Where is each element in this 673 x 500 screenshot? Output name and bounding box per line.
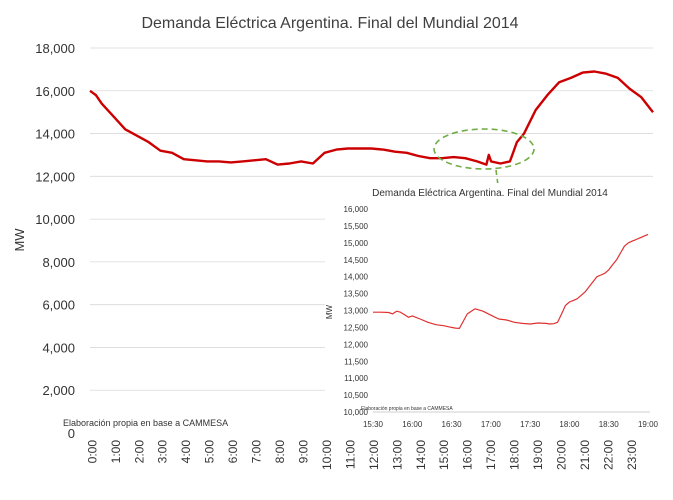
inset-x-tick-label: 15:30 [363, 420, 384, 429]
main-y-tick-label: 10,000 [35, 212, 75, 227]
main-x-tick-label: 4:00 [179, 440, 193, 464]
main-x-tick-label: 12:00 [367, 440, 381, 470]
inset-y-tick-label: 10,000 [344, 408, 369, 417]
inset-demand-line [373, 233, 649, 329]
main-y-tick-label: 0 [68, 426, 75, 441]
inset-y-tick-label: 14,000 [344, 273, 369, 282]
inset-y-tick-label: 13,000 [344, 307, 369, 316]
main-x-tick-label: 18:00 [508, 440, 522, 470]
main-y-tick-label: 4,000 [42, 340, 75, 355]
main-x-tick-label: 23:00 [625, 440, 639, 470]
y-axis-label: MW [12, 228, 27, 252]
inset-x-tick-label: 17:30 [520, 420, 541, 429]
main-x-tick-label: 22:00 [601, 440, 615, 470]
main-x-tick-label: 2:00 [132, 440, 146, 464]
highlight-ellipse [433, 128, 535, 170]
main-demand-line [89, 70, 654, 166]
main-y-tick-label: 8,000 [42, 255, 75, 270]
inset-y-tick-label: 16,000 [344, 205, 369, 214]
inset-x-tick-label: 17:00 [481, 420, 502, 429]
chart-title: Demanda Eléctrica Argentina. Final del M… [141, 15, 518, 32]
main-x-tick-label: 6:00 [226, 440, 240, 464]
main-y-tick-label: 12,000 [35, 169, 75, 184]
main-y-tick-label: 16,000 [35, 84, 75, 99]
main-y-tick-label: 18,000 [35, 41, 75, 56]
inset-y-tick-label: 15,000 [344, 239, 369, 248]
main-x-tick-label: 14:00 [414, 440, 428, 470]
inset-y-tick-label: 12,000 [344, 340, 369, 349]
main-x-tick-label: 8:00 [273, 440, 287, 464]
main-y-tick-label: 6,000 [42, 298, 75, 313]
inset-y-tick-label: 12,500 [344, 323, 369, 332]
main-x-tick-label: 11:00 [343, 440, 357, 469]
inset-x-tick-label: 16:00 [402, 420, 423, 429]
main-x-tick-label: 3:00 [156, 440, 170, 464]
inset-y-axis-label: MW [325, 304, 334, 319]
main-x-tick-label: 10:00 [320, 440, 334, 470]
inset-y-tick-label: 14,500 [344, 256, 369, 265]
inset-source-note: Elaboración propia en base a CAMMESA [361, 406, 453, 412]
main-x-tick-label: 1:00 [109, 440, 123, 464]
main-y-tick-labels: 0 2,000 4,000 6,000 8,000 10,000 12,000 14,000 1… [35, 41, 75, 441]
inset-y-tick-label: 15,500 [344, 222, 369, 231]
inset-y-tick-label: 13,500 [344, 290, 369, 299]
inset-x-tick-label: 18:00 [559, 420, 580, 429]
main-x-tick-label: 17:00 [484, 440, 498, 470]
main-y-tick-label: 14,000 [35, 127, 75, 142]
main-x-tick-label: 0:00 [85, 440, 99, 464]
main-y-tick-label: 2,000 [42, 383, 75, 398]
main-x-tick-label: 20:00 [555, 440, 569, 470]
inset-y-tick-labels: 10,000 10,500 11,000 11,500 12,000 12,500 13,0… [344, 205, 369, 417]
inset-title: Demanda Eléctrica Argentina. Final del M… [372, 188, 608, 199]
main-source-note: Elaboración propia en base a CAMMESA [63, 418, 228, 428]
inset-y-tick-label: 11,500 [344, 357, 368, 366]
inset-x-tick-label: 16:30 [442, 420, 463, 429]
inset-background [325, 183, 663, 435]
main-x-tick-label: 21:00 [578, 440, 592, 470]
inset-y-tick-label: 11,000 [344, 374, 368, 383]
inset-x-tick-labels: 15:30 16:00 16:30 17:00 17:30 18:00 18:30 19:00 [363, 420, 659, 429]
main-x-tick-label: 5:00 [203, 440, 217, 464]
inset-x-tick-label: 18:30 [599, 420, 620, 429]
main-x-tick-label: 13:00 [390, 440, 404, 470]
main-x-tick-label: 15:00 [437, 440, 451, 470]
main-x-tick-label: 16:00 [461, 440, 475, 470]
main-x-tick-label: 7:00 [250, 440, 264, 464]
main-x-tick-label: 19:00 [531, 440, 545, 470]
main-x-tick-labels: 0:00 1:00 2:00 3:00 4:00 5:00 6:00 7:00 8:00 9:00… [85, 440, 639, 470]
main-x-tick-label: 9:00 [296, 440, 310, 464]
inset-x-tick-label: 19:00 [638, 420, 659, 429]
inset-y-tick-label: 10,500 [344, 391, 369, 400]
